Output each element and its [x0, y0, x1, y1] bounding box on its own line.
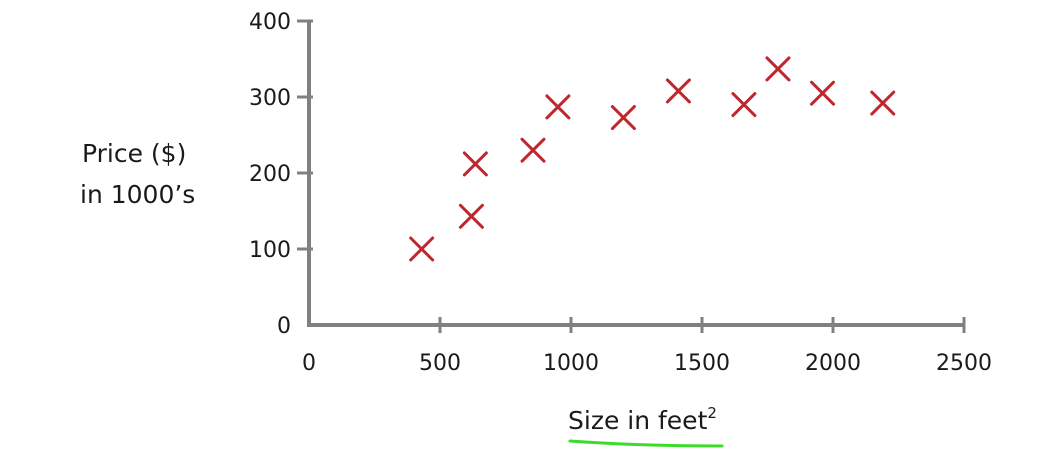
- data-point-x-marker: [765, 56, 791, 82]
- x-axis-ticks: 0 500 1000 1500 2000 2500: [302, 317, 992, 376]
- y-axis-label-line-1: Price ($): [82, 139, 186, 168]
- x-tick-label: 500: [419, 351, 461, 376]
- x-tick-label: 1000: [543, 351, 599, 376]
- y-tick-label: 300: [249, 86, 291, 111]
- y-tick-label: 100: [249, 238, 291, 263]
- x-axis-label-underline: [568, 439, 724, 448]
- x-axis-label-superscript: 2: [707, 404, 717, 422]
- x-tick-label: 2000: [805, 351, 861, 376]
- y-tick-label: 400: [249, 10, 291, 35]
- x-axis-label-text: Size in feet: [568, 406, 708, 435]
- y-axis-ticks: 0 100 200 300 400: [249, 10, 313, 339]
- data-point-x-marker: [810, 80, 836, 106]
- x-tick-label: 0: [302, 351, 316, 376]
- data-point-x-marker: [731, 92, 757, 118]
- x-tick-label: 2500: [936, 351, 992, 376]
- y-tick-label: 0: [277, 314, 291, 339]
- axes: [307, 21, 964, 327]
- data-points: [409, 56, 896, 262]
- y-axis-label-line-2: in 1000’s: [80, 180, 195, 209]
- x-axis-label: Size in feet2: [568, 404, 717, 435]
- data-point-x-marker: [409, 236, 435, 262]
- data-point-x-marker: [610, 105, 636, 131]
- x-tick-label: 1500: [674, 351, 730, 376]
- data-point-x-marker: [870, 90, 896, 116]
- y-tick-label: 200: [249, 162, 291, 187]
- data-point-x-marker: [545, 94, 571, 120]
- data-point-x-marker: [462, 151, 488, 177]
- data-point-x-marker: [665, 78, 691, 104]
- data-point-x-marker: [458, 203, 484, 229]
- data-point-x-marker: [520, 137, 546, 163]
